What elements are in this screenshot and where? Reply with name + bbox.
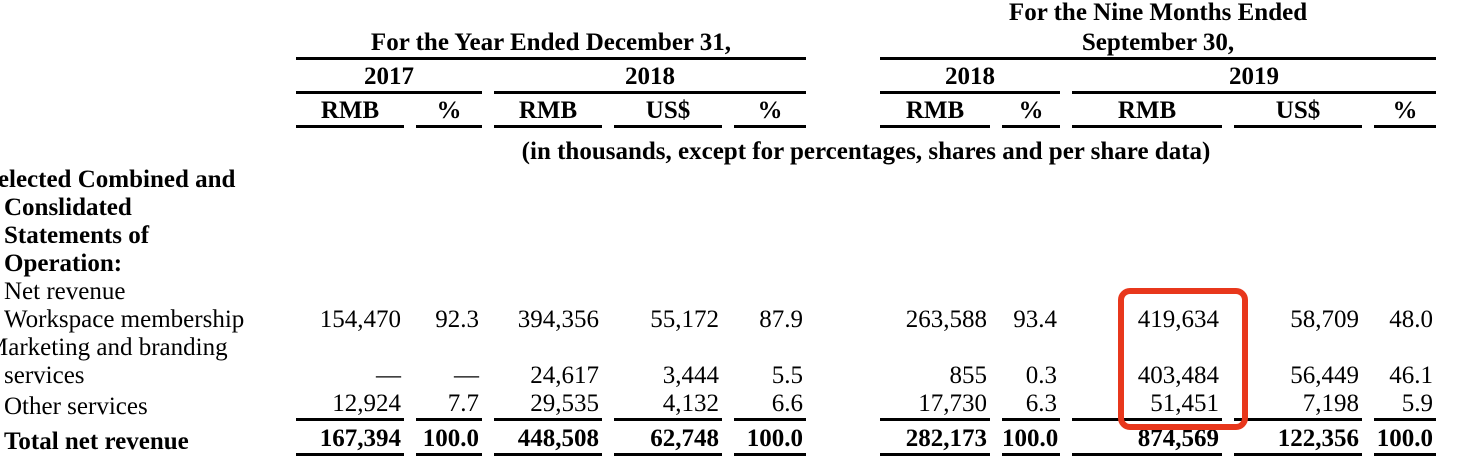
group-gap <box>818 94 868 128</box>
row-total-net-revenue: Total net revenue 167,394 100.0 448,508 … <box>4 421 1437 456</box>
empty-cell <box>4 94 284 128</box>
unit-usd-2018: US$ <box>614 94 722 128</box>
value-cell: 17,730 <box>880 390 990 421</box>
value-cell: 93.4 <box>1013 306 1057 333</box>
empty-cell <box>296 278 1436 306</box>
value-cell: 58,709 <box>1290 306 1359 333</box>
value-cell: 92.3 <box>435 306 479 333</box>
value-cell: 29,535 <box>494 390 602 421</box>
period-9m-2018: 2018 <box>880 60 1060 94</box>
unit-rmb-2018: RMB <box>494 94 602 128</box>
value-cell: 122,356 <box>1234 421 1362 456</box>
value-cell: 855 <box>949 362 988 389</box>
section-header-row: Selected Combined and Conslidated Statem… <box>0 166 1436 278</box>
row-workspace-membership: Workspace membership 154,470 92.3 394,35… <box>4 306 1436 334</box>
nine-months-title-line2: September 30, <box>880 26 1437 60</box>
unit-usd-9m-2019: US$ <box>1234 94 1362 128</box>
unit-rmb-9m-2018: RMB <box>880 94 990 128</box>
value-cell: 56,449 <box>1290 362 1359 389</box>
nine-months-title-line1: For the Nine Months Ended <box>1008 0 1308 26</box>
group-gap <box>818 60 868 94</box>
financial-table: For the Nine Months Ended For the Year E… <box>0 0 1437 456</box>
empty-cell <box>4 128 284 166</box>
unit-rmb-9m-2019: RMB <box>1072 94 1222 128</box>
group-gap <box>818 390 868 421</box>
value-cell: 4,132 <box>614 390 722 421</box>
row-label: Other services <box>4 393 148 420</box>
row-label: Marketing and branding services <box>0 334 228 389</box>
value-cell: 87.9 <box>759 306 803 333</box>
value-cell: 100.0 <box>734 421 806 456</box>
value-cell: 100.0 <box>1374 421 1437 456</box>
row-label: Total net revenue <box>4 428 189 455</box>
period-2018: 2018 <box>494 60 806 94</box>
empty-cell <box>4 0 284 26</box>
empty-cell <box>4 60 284 94</box>
group-gap <box>818 0 868 26</box>
period-9m-2019: 2019 <box>1072 60 1437 94</box>
value-cell: 263,588 <box>905 306 987 333</box>
value-cell: 100.0 <box>416 421 482 456</box>
value-cell: 62,748 <box>614 421 722 456</box>
value-cell: 46.1 <box>1389 362 1434 389</box>
units-note: (in thousands, except for percentages, s… <box>521 138 1211 165</box>
unit-rmb-2017: RMB <box>296 94 404 128</box>
value-cell: 55,172 <box>650 306 719 333</box>
value-cell: 5.5 <box>771 362 803 389</box>
value-cell: 448,508 <box>494 421 602 456</box>
row-other-services: Other services 12,924 7.7 29,535 4,132 6… <box>4 390 1437 421</box>
row-marketing-branding-services: Marketing and branding services — — 24,6… <box>0 334 1436 390</box>
year-group-title: For the Year Ended December 31, <box>296 26 806 60</box>
value-cell: 282,173 <box>880 421 990 456</box>
unit-pct-2017: % <box>416 94 482 128</box>
value-cell: 7.7 <box>416 390 482 421</box>
value-cell: 0.3 <box>1025 362 1057 389</box>
unit-pct-9m-2019: % <box>1374 94 1437 128</box>
empty-cell <box>4 26 284 60</box>
row-label: Net revenue <box>4 278 126 305</box>
value-cell: 6.3 <box>1002 390 1060 421</box>
value-cell: 6.6 <box>734 390 806 421</box>
section-header-label: Selected Combined and Conslidated Statem… <box>0 166 236 277</box>
value-cell: 100.0 <box>1002 421 1060 456</box>
header-row-periods: 2017 2018 2018 2019 <box>4 60 1437 94</box>
value-cell: 5.9 <box>1374 390 1437 421</box>
empty-cell <box>296 0 806 26</box>
unit-pct-2018: % <box>734 94 806 128</box>
value-cell: 3,444 <box>662 362 719 389</box>
group-gap <box>818 334 868 390</box>
period-2017: 2017 <box>296 60 482 94</box>
value-cell: 167,394 <box>296 421 404 456</box>
value-cell: 874,569 <box>1072 421 1222 456</box>
empty-cell <box>296 166 1436 278</box>
value-cell: — <box>376 362 401 389</box>
group-gap <box>818 421 868 456</box>
header-row-group-title-top: For the Nine Months Ended <box>4 0 1436 26</box>
value-cell: 48.0 <box>1389 306 1434 333</box>
value-cell: 24,617 <box>530 362 599 389</box>
value-cell: 394,356 <box>517 306 599 333</box>
value-cell: — <box>454 362 479 389</box>
value-cell: 12,924 <box>296 390 404 421</box>
group-gap <box>818 306 868 334</box>
value-cell-highlighted: 403,484 <box>1137 362 1219 389</box>
unit-pct-9m-2018: % <box>1002 94 1060 128</box>
group-gap <box>818 26 868 60</box>
note-row: (in thousands, except for percentages, s… <box>4 128 1436 166</box>
row-net-revenue: Net revenue <box>4 278 1436 306</box>
row-label: Workspace membership <box>4 306 245 333</box>
header-row-group-title: For the Year Ended December 31, Septembe… <box>4 26 1437 60</box>
header-row-units: RMB % RMB US$ % RMB % RMB US$ % <box>4 94 1437 128</box>
value-cell: 7,198 <box>1234 390 1362 421</box>
value-cell-highlighted: 51,451 <box>1072 390 1222 421</box>
value-cell: 154,470 <box>319 306 401 333</box>
value-cell-highlighted: 419,634 <box>1137 306 1219 333</box>
